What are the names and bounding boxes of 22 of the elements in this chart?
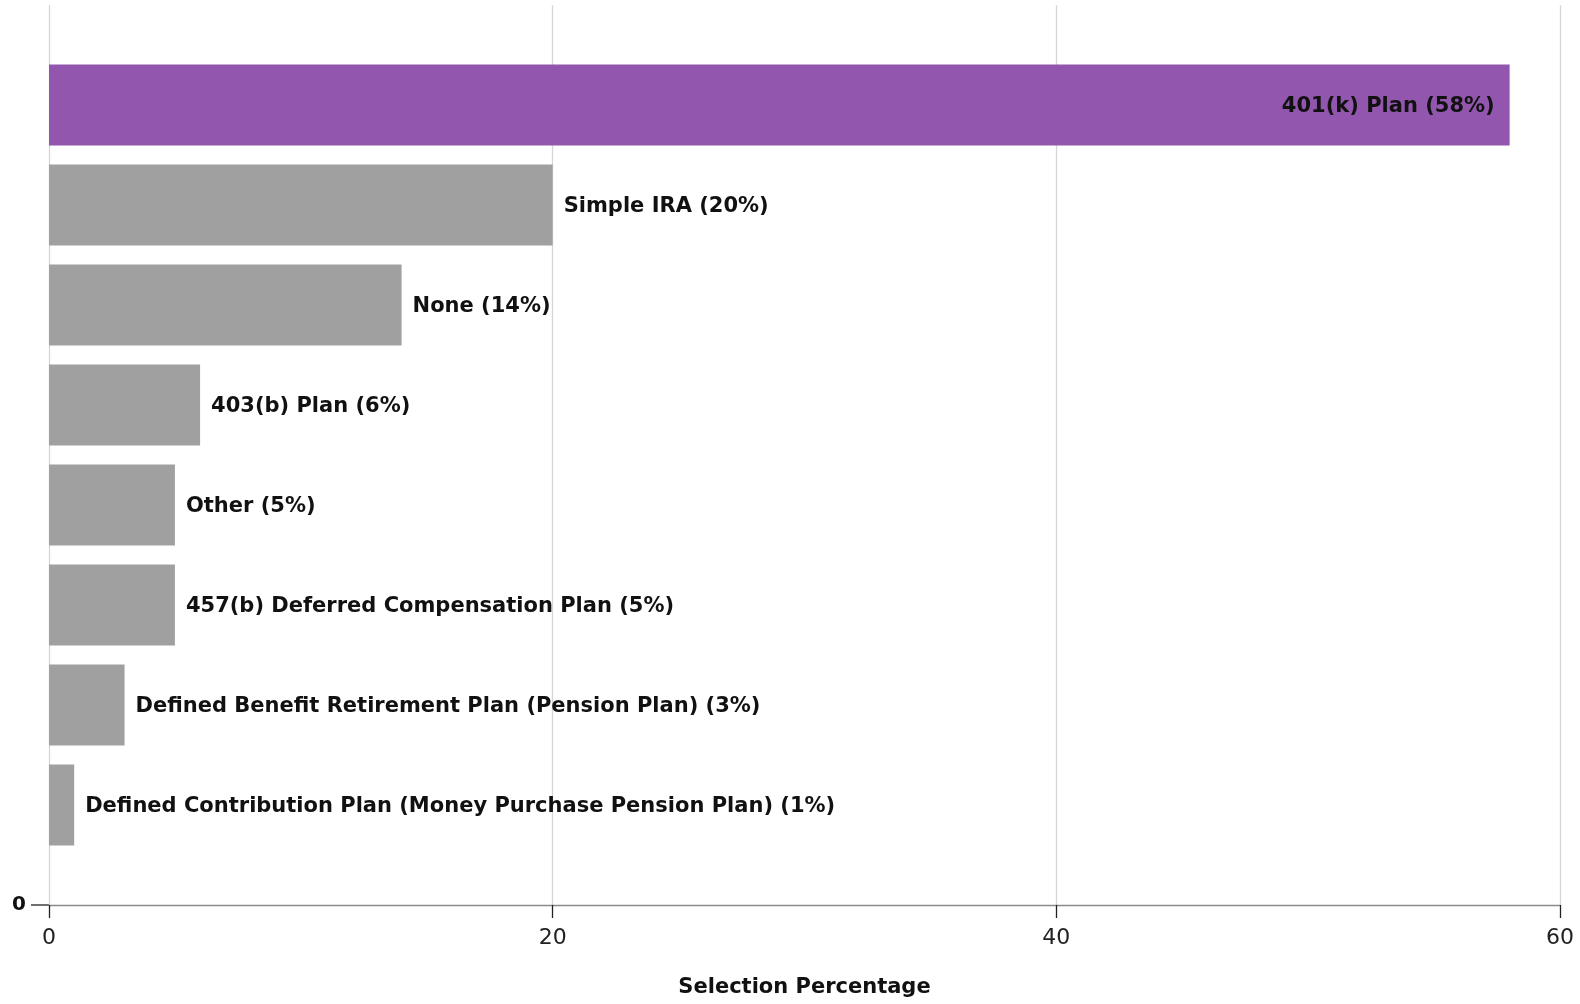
- bar: [49, 64, 1510, 146]
- x-tick-label: 60: [1546, 923, 1574, 949]
- data-label: 403(b) Plan (6%): [211, 393, 411, 417]
- data-label: Defined Benefit Retirement Plan (Pension Plan) (3%): [135, 693, 761, 717]
- x-axis-title: Selection Percentage: [678, 973, 931, 998]
- x-tick-label: 0: [42, 923, 56, 949]
- data-label: Defined Contribution Plan (Money Purchase Pension Plan) (1%): [85, 793, 836, 817]
- bar: [49, 564, 175, 646]
- data-label: None (14%): [412, 293, 551, 317]
- bar: [49, 164, 553, 246]
- bar: [49, 464, 175, 546]
- x-tick-label: 40: [1042, 923, 1071, 949]
- data-label: Simple IRA (20%): [563, 193, 769, 217]
- bar: [49, 364, 201, 446]
- bar: [49, 764, 75, 846]
- data-label: Other (5%): [185, 493, 316, 517]
- bar: [49, 264, 402, 346]
- x-tick-label: 20: [538, 923, 567, 949]
- data-label: 457(b) Deferred Compensation Plan (5%): [185, 593, 675, 617]
- text: 0: [12, 891, 26, 915]
- data-label: 401(k) Plan (58%): [1281, 93, 1495, 117]
- bar: [49, 664, 125, 746]
